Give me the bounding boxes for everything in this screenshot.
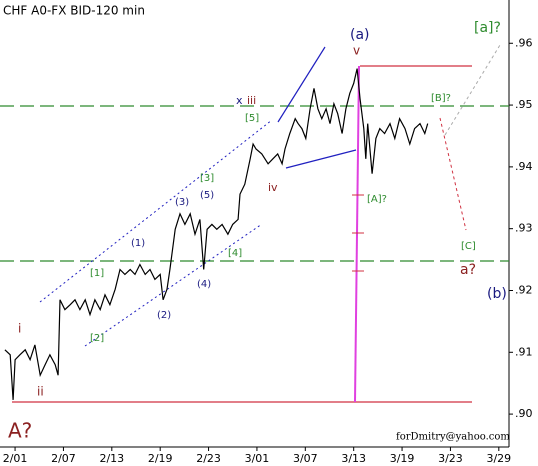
- y-tick-label: .96: [515, 36, 533, 49]
- annotation: [5]: [245, 113, 259, 124]
- y-tick-label: .94: [515, 160, 533, 173]
- x-tick-label: 3/01: [245, 452, 270, 465]
- y-tick-label: .93: [515, 222, 533, 235]
- triangle-line: [277, 46, 326, 123]
- annotation: ii: [37, 385, 44, 399]
- chart-title: CHF A0-FX BID-120 min: [3, 4, 145, 18]
- projection-line: [439, 117, 467, 231]
- annotation: [C]: [461, 241, 476, 252]
- x-tick-label: 3/23: [438, 452, 463, 465]
- reference-lines: [0, 44, 509, 403]
- annotation: [2]: [90, 333, 104, 344]
- x-tick-label: 3/07: [293, 452, 318, 465]
- annotation: A?: [8, 419, 32, 443]
- watermark: forDmitry@yahoo.com: [396, 432, 510, 443]
- x-tick-label: 2/23: [196, 452, 221, 465]
- annotation: iii: [247, 94, 256, 107]
- triangle-line: [285, 149, 357, 169]
- annotation: (1): [131, 238, 145, 249]
- annotation: v: [353, 44, 360, 58]
- y-tick-label: .90: [515, 407, 533, 420]
- annotation: [1]: [90, 268, 104, 279]
- price-line: [4, 68, 429, 400]
- annotation: (2): [157, 310, 171, 321]
- y-tick-label: .92: [515, 283, 533, 296]
- annotation: [3]: [200, 173, 214, 184]
- channel-line: [39, 119, 273, 303]
- x-tick-label: 3/29: [486, 452, 511, 465]
- annotation: (a): [350, 27, 370, 43]
- x-tick-label: 2/01: [3, 452, 28, 465]
- annotation: i: [18, 322, 21, 336]
- x-tick-label: 3/13: [341, 452, 366, 465]
- annotation: (b): [487, 286, 507, 302]
- annotation: x: [236, 94, 243, 107]
- x-tick-label: 2/07: [51, 452, 76, 465]
- annotation: (3): [175, 197, 189, 208]
- y-tick-label: .95: [515, 98, 533, 111]
- annotation: [B]?: [431, 93, 451, 104]
- annotations: (a) v [a]? [B]? x iii [5] iv [A]? [3] (5…: [8, 20, 510, 443]
- magenta-line: [354, 65, 360, 403]
- x-tick-label: 3/19: [390, 452, 415, 465]
- annotation: a?: [460, 262, 476, 278]
- annotation: [a]?: [474, 20, 501, 36]
- annotation: (5): [200, 190, 214, 201]
- annotation: (4): [197, 279, 211, 290]
- annotation: iv: [268, 181, 278, 194]
- y-tick-label: .91: [515, 345, 533, 358]
- x-tick-label: 2/13: [99, 452, 124, 465]
- channel-line: [84, 223, 263, 347]
- annotation: [4]: [228, 248, 242, 259]
- annotation: [A]?: [367, 194, 387, 205]
- x-tick-label: 2/19: [148, 452, 173, 465]
